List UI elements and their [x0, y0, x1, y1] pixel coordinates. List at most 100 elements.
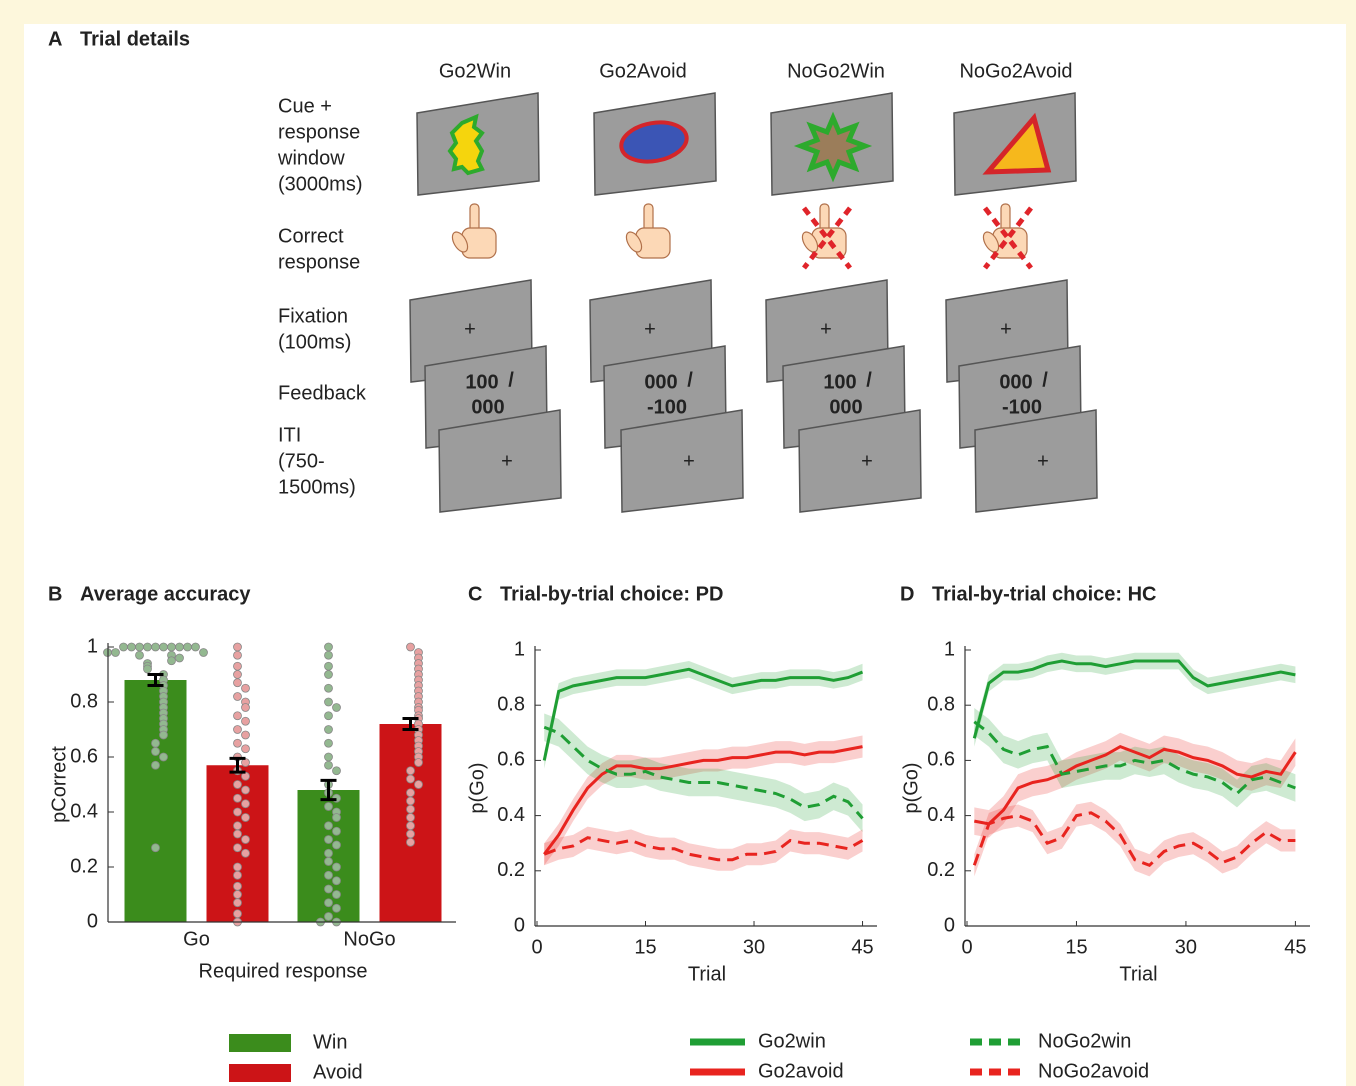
legend-swatch: [229, 1064, 291, 1082]
data-point: [111, 648, 120, 657]
x-tick-label: NoGo: [343, 928, 395, 950]
data-point: [241, 716, 250, 726]
line: [543, 745, 863, 856]
data-point: [332, 903, 341, 913]
stage-label: Fixation: [278, 305, 348, 327]
data-point: [233, 829, 242, 839]
y-tick-label: 0.2: [927, 859, 955, 881]
fixation-cross: +: [820, 318, 832, 340]
data-point: [233, 793, 242, 803]
y-tick-label: 0.2: [497, 859, 525, 881]
data-point: [167, 656, 176, 666]
stage-label: Cue +: [278, 95, 332, 117]
hand-thumb: [625, 231, 643, 253]
data-point: [324, 697, 333, 707]
line: [543, 725, 864, 820]
feedback-separator: /: [508, 369, 514, 391]
condition-label: NoGo2Win: [787, 60, 885, 82]
stage-duration: (100ms): [278, 331, 351, 353]
x-axis-label: Trial: [688, 963, 726, 985]
data-point: [406, 788, 415, 798]
fixation-cross: +: [1000, 318, 1012, 340]
y-tick-label: 0.8: [927, 693, 955, 715]
data-point: [233, 870, 242, 880]
feedback-separator: /: [687, 369, 693, 391]
data-point: [324, 642, 333, 652]
data-point: [406, 837, 415, 847]
condition-label: Go2Win: [439, 60, 511, 82]
nogo-cross: [983, 206, 1033, 270]
data-point: [406, 766, 415, 776]
data-point: [233, 650, 242, 660]
cue-shape: [619, 120, 689, 164]
data-point: [324, 802, 333, 811]
data-point: [167, 642, 176, 652]
legend-label: Go2win: [758, 1030, 826, 1052]
y-tick-label: 1: [514, 638, 525, 660]
stage-label: response: [278, 251, 360, 273]
data-point: [159, 730, 168, 740]
screen: [974, 409, 1098, 513]
error-bar: [229, 756, 246, 774]
data-point: [241, 835, 250, 844]
y-tick-label: 0: [87, 910, 98, 932]
x-tick-label: 0: [531, 936, 542, 958]
panel-letter: D: [900, 583, 914, 605]
data-point: [175, 653, 184, 663]
data-point: [233, 843, 242, 853]
x-tick-label: 45: [851, 936, 873, 958]
x-tick-label: 30: [1175, 936, 1197, 958]
data-point: [233, 661, 242, 671]
x-tick-label: 0: [961, 936, 972, 958]
data-point: [233, 909, 242, 919]
data-point: [324, 725, 333, 734]
y-tick-label: 0.6: [927, 749, 955, 771]
data-point: [324, 848, 333, 858]
data-point: [324, 683, 333, 693]
data-point: [151, 747, 160, 756]
x-axis-label: Required response: [199, 960, 368, 982]
error-bar: [402, 717, 419, 731]
cue-shape: [793, 111, 873, 183]
line: [974, 744, 1297, 826]
data-point: [233, 780, 242, 789]
stage-duration: (750-: [278, 450, 325, 472]
data-point: [175, 642, 184, 652]
data-point: [241, 683, 250, 693]
data-point: [324, 650, 333, 660]
y-tick-label: 0.4: [70, 800, 98, 822]
data-point: [241, 848, 250, 858]
hand-thumb: [451, 231, 469, 253]
data-point: [324, 670, 333, 679]
line: [972, 659, 1296, 739]
feedback-value: 100: [823, 371, 856, 393]
data-point: [241, 799, 250, 809]
y-tick-label: 0.6: [497, 749, 525, 771]
data-point: [143, 642, 152, 652]
fixation-cross: +: [501, 450, 513, 472]
data-point: [406, 804, 415, 814]
data-point: [151, 760, 160, 770]
data-point: [151, 642, 160, 652]
legend-swatch: [229, 1034, 291, 1052]
data-point: [332, 813, 341, 822]
data-point: [233, 692, 242, 701]
feedback-value: 000: [644, 371, 677, 393]
data-point: [414, 758, 423, 767]
hand-thumb: [801, 231, 819, 253]
legend-label: Win: [313, 1031, 347, 1053]
stage-duration: (3000ms): [278, 173, 362, 195]
data-point: [332, 876, 341, 886]
error-bar: [147, 673, 164, 687]
data-point: [324, 898, 333, 908]
data-point: [159, 642, 168, 652]
data-point: [233, 807, 242, 817]
y-tick-label: 1: [87, 635, 98, 657]
feedback-separator: /: [1042, 369, 1048, 391]
error-band: [974, 732, 1296, 838]
panel-letter: C: [468, 583, 482, 605]
error-band: [544, 735, 863, 866]
data-point: [324, 884, 333, 894]
